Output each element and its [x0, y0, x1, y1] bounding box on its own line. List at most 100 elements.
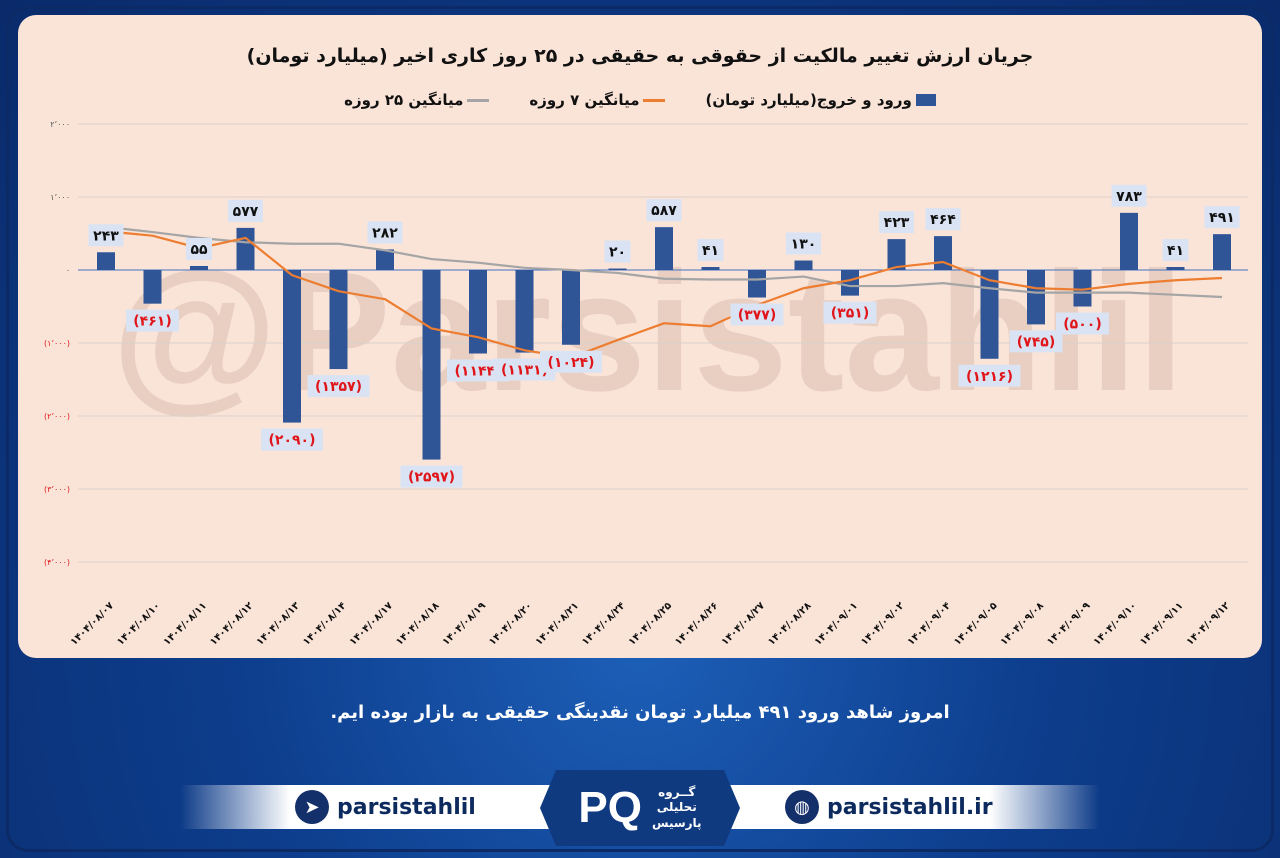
website-url: parsistahlil.ir [827, 794, 993, 820]
bar [980, 270, 999, 359]
data-label-bg [786, 232, 821, 255]
data-label: (۲۰۹۰) [269, 433, 316, 449]
data-label: ۴۱ [702, 243, 719, 259]
data-label: ۲۸۲ [372, 225, 398, 241]
bar [748, 270, 766, 298]
data-label-bg [1009, 330, 1063, 353]
data-label: (۱۱۴۴) [455, 364, 502, 380]
logo-text: گــروه [658, 784, 696, 799]
chart: @Parsistahlil ۲۴۳(۴۶۱)۵۵۵۷۷(۲۰۹۰)(۱۳۵۷)۲… [44, 120, 1248, 648]
x-tick-label: ۱۴۰۴/۰۸/۱۳ [255, 600, 302, 647]
x-tick-label: ۱۴۰۴/۰۸/۲۷ [720, 600, 767, 647]
data-label: ۴۱ [1167, 243, 1184, 259]
y-tick-label: (۳٬۰۰۰) [44, 485, 70, 494]
bar [236, 227, 255, 270]
bar [1120, 212, 1138, 270]
globe-icon: ◍ [785, 790, 819, 824]
x-tick-label: ۱۴۰۴/۰۸/۱۷ [348, 600, 395, 647]
y-tick-label: ۲٬۰۰۰ [50, 120, 70, 129]
data-label: (۵۰۰) [1063, 317, 1101, 333]
x-tick-label: ۱۴۰۴/۰۸/۱۲ [208, 600, 255, 647]
legend: ورود و خروج(میلیارد تومان) میانگین ۷ روز… [18, 91, 1262, 109]
data-label: ۴۹۱ [1209, 210, 1235, 226]
y-tick-label: ۰ [66, 266, 70, 275]
x-tick-label: ۱۴۰۴/۰۹/۰۱ [813, 600, 860, 647]
bar [376, 249, 394, 270]
x-tick-label: ۱۴۰۴/۰۸/۲۸ [766, 600, 813, 647]
bar [190, 265, 208, 270]
data-label-bg [400, 465, 463, 488]
data-label: (۳۵۱) [831, 306, 869, 322]
x-tick-label: ۱۴۰۴/۰۸/۱۸ [394, 600, 441, 647]
x-tick-label: ۱۴۰۴/۰۸/۱۴ [301, 600, 348, 647]
data-label-bg [261, 428, 323, 451]
data-label-bg [1056, 312, 1109, 335]
data-label-bg [1204, 206, 1240, 229]
data-label: (۱۲۱۶) [966, 369, 1013, 385]
x-tick-label: ۱۴۰۴/۰۹/۰۴ [906, 600, 953, 647]
data-label: ۵۷۷ [233, 204, 259, 220]
legend-label: میانگین ۷ روزه [529, 91, 640, 109]
data-label: (۱۰۲۴) [548, 355, 595, 371]
data-label: ۴۶۴ [930, 212, 956, 228]
data-label-bg [646, 199, 682, 222]
x-tick-label: ۱۴۰۴/۰۹/۱۰ [1092, 600, 1139, 647]
legend-item-flow: ورود و خروج(میلیارد تومان) [705, 91, 936, 109]
x-tick-label: ۱۴۰۴/۰۹/۱۲ [1185, 600, 1232, 647]
chart-card: @Parsistahlil ۲۴۳ (۴۶۱) ۵۵ ۵۷۷ (۲۰۹۰) (۱۳۵۷) ۲… [18, 15, 1262, 658]
legend-swatch-bar [915, 94, 936, 106]
x-tick-label: ۱۴۰۴/۰۸/۲۱ [534, 600, 581, 647]
data-label-bg [730, 303, 784, 326]
data-label: ۲۰ [609, 245, 626, 261]
data-label-bg [925, 208, 961, 231]
frame-border [6, 6, 1274, 852]
website-link[interactable]: ◍ parsistahlil.ir [785, 785, 993, 829]
bar [515, 270, 534, 353]
logo-mark: PQ [578, 783, 642, 832]
bar [794, 260, 813, 270]
data-label-bg [367, 221, 403, 244]
bar [1073, 270, 1092, 307]
bar [608, 268, 627, 270]
telegram-icon: ➤ [295, 790, 329, 824]
telegram-handle: parsistahlil [337, 794, 476, 820]
data-label-bg [1111, 184, 1147, 207]
bar [562, 270, 580, 345]
data-label-bg [228, 199, 263, 222]
ma7-line [105, 230, 1223, 359]
bar [329, 270, 348, 370]
telegram-link[interactable]: ➤ parsistahlil [295, 785, 476, 829]
logo-text: پارسیس [651, 815, 702, 830]
data-label: (۱۳۵۷) [315, 379, 362, 395]
data-label-bg [126, 309, 179, 332]
chart-title: جریان ارزش تغییر مالکیت از حقوقی به حقیق… [246, 45, 1034, 67]
bar [422, 270, 441, 460]
logo: PQ گــروه تحلیلی پارسیس [540, 770, 740, 846]
y-tick-label: ۱٬۰۰۰ [50, 193, 70, 202]
bar [469, 270, 487, 354]
data-label: ۲۴۳ [93, 228, 119, 244]
legend-swatch-ma25 [467, 98, 490, 102]
ma25-line [105, 225, 1223, 299]
legend-item-ma25: میانگین ۲۵ روزه [344, 91, 490, 109]
data-label-bg [540, 350, 602, 373]
data-label-bg [879, 211, 914, 234]
y-tick-label: (۲٬۰۰۰) [44, 412, 70, 421]
x-tick-label: ۱۴۰۴/۰۸/۰۷ [69, 600, 116, 647]
data-label: ۵۵ [190, 242, 208, 258]
bar [701, 267, 720, 270]
legend-swatch-ma7 [643, 98, 666, 102]
x-tick-label: ۱۴۰۴/۰۹/۰۹ [1045, 600, 1092, 647]
x-tick-label: ۱۴۰۴/۰۸/۲۶ [673, 600, 720, 647]
legend-label: ورود و خروج(میلیارد تومان) [705, 91, 912, 109]
legend-label: میانگین ۲۵ روزه [344, 91, 464, 109]
data-label-bg [604, 240, 631, 263]
data-label: ۱۳۰ [791, 237, 817, 253]
data-label: ۴۲۳ [884, 215, 910, 231]
data-label: (۲۵۹۷) [408, 470, 455, 486]
y-tick-label: (۱٬۰۰۰) [44, 339, 70, 348]
x-tick-label: ۱۴۰۴/۰۹/۰۸ [999, 600, 1046, 647]
data-label-bg [186, 237, 212, 260]
x-tick-label: ۱۴۰۴/۰۸/۲۵ [627, 600, 674, 647]
logo-text: تحلیلی [656, 800, 697, 815]
